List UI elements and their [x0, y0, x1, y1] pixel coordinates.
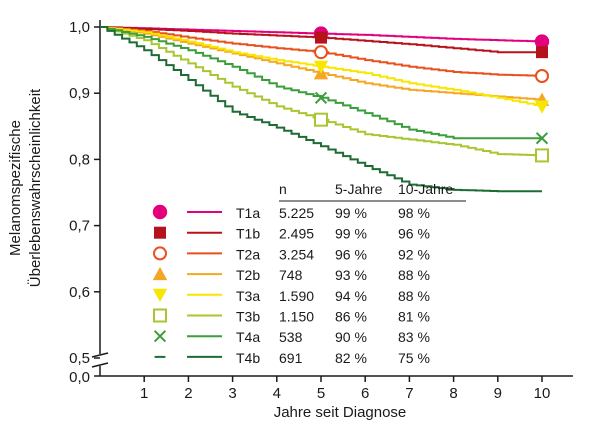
data-point-t3b-5y [314, 112, 328, 127]
y-tick-label: 0,8 [69, 151, 90, 168]
legend-5y-t3b: 86 % [335, 309, 367, 325]
x-tick-label: 5 [317, 385, 325, 402]
y-axis-title-line1: Melanomspezifische [7, 120, 24, 256]
legend-label-t3a: T3a [236, 288, 260, 304]
x-tick-label: 9 [494, 385, 502, 402]
legend-5y-t2b: 93 % [335, 267, 367, 283]
legend-n-t2b: 748 [279, 267, 303, 283]
data-point-t3b-10y [535, 148, 549, 163]
legend-5y-t3a: 94 % [335, 288, 367, 304]
data-point-t1a-10y [534, 34, 550, 49]
legend-10y-t2a: 92 % [398, 246, 430, 262]
y-tick-label: 0,6 [69, 284, 90, 301]
series-line-t4b [100, 26, 542, 193]
x-tick-label: 1 [140, 385, 148, 402]
x-axis-title: Jahre seit Diagnose [274, 404, 407, 421]
legend-marker-t2b [152, 266, 168, 281]
legend-n-t4a: 538 [279, 329, 303, 345]
series-line-t1b [100, 26, 542, 54]
legend-10y-t1a: 98 % [398, 205, 430, 221]
axes [91, 20, 573, 377]
legend-n-t1a: 5.225 [279, 205, 314, 221]
legend-marker-t1a [152, 204, 168, 220]
x-tick-label: 7 [405, 385, 413, 402]
axis-break-mark [91, 352, 109, 358]
legend-label-t2b: T2b [236, 267, 260, 283]
legend-marker-t3b [153, 308, 167, 323]
legend-label-t3b: T3b [236, 309, 260, 325]
data-point-t3a-5y [313, 60, 329, 74]
legend-label-t2a: T2a [236, 246, 260, 262]
legend: n 5-Jahre 10-Jahre T1a 5.225 99 % 98 % T1b 2.495… [152, 181, 466, 366]
legend-5y-t1a: 99 % [335, 205, 367, 221]
legend-n-t4b: 691 [279, 350, 303, 366]
x-tick-label: 6 [361, 385, 369, 402]
y-tick-label: 0,0 [69, 369, 90, 386]
legend-5y-t2a: 96 % [335, 246, 367, 262]
legend-marker-t1b [154, 226, 166, 239]
legend-5y-t1b: 99 % [335, 226, 367, 242]
legend-label-t1b: T1b [236, 226, 260, 242]
legend-label-t4b: T4b [236, 350, 260, 366]
legend-10y-t1b: 96 % [398, 226, 430, 242]
ticks: 0,5 0,6 0,7 0,8 0,9 1,0 0,0 1 2 3 4 5 6 7 8 9 10 [69, 19, 550, 402]
legend-10y-t2b: 88 % [398, 267, 430, 283]
x-tick-label: 4 [273, 385, 281, 402]
legend-marker-t4a [153, 330, 167, 343]
axis-break-mark [91, 362, 109, 368]
y-tick-label: 0,5 [69, 350, 90, 367]
legend-n-t3a: 1.590 [279, 288, 314, 304]
legend-header-10y: 10-Jahre [398, 181, 453, 197]
legend-n-t1b: 2.495 [279, 226, 314, 242]
x-tick-label: 10 [534, 385, 551, 402]
y-tick-label: 0,9 [69, 85, 90, 102]
legend-header-n: n [279, 181, 287, 197]
legend-n-t3b: 1.150 [279, 309, 314, 325]
legend-marker-t4a-stroke [153, 330, 167, 343]
legend-5y-t4b: 82 % [335, 350, 367, 366]
y-tick-label: 1,0 [69, 19, 90, 36]
legend-5y-t4a: 90 % [335, 329, 367, 345]
legend-10y-t3a: 88 % [398, 288, 430, 304]
series-lines [100, 26, 550, 193]
legend-marker-t2a [153, 246, 167, 261]
data-point-t1b-5y [315, 31, 327, 44]
data-point-t4a-10y [535, 132, 549, 145]
data-point-t3a-10y [534, 100, 550, 114]
x-tick-label: 3 [228, 385, 236, 402]
data-point-t4a-10y-stroke [535, 132, 549, 145]
y-axis-title-line2: Überlebenswahrscheinlichkeit [26, 88, 44, 287]
data-point-t2a-10y [535, 68, 549, 83]
data-point-t4a-5y [314, 91, 328, 104]
legend-label-t4a: T4a [236, 329, 260, 345]
series-line-t4a [100, 26, 542, 140]
legend-n-t2a: 3.254 [279, 246, 314, 262]
legend-header-5y: 5-Jahre [335, 181, 383, 197]
legend-marker-t3a [152, 288, 168, 302]
y-tick-label: 0,7 [69, 218, 90, 235]
data-point-t1b-10y [536, 46, 548, 59]
legend-10y-t4b: 75 % [398, 350, 430, 366]
data-point-t2a-5y [314, 45, 328, 60]
legend-label-t1a: T1a [236, 205, 260, 221]
x-tick-label: 2 [184, 385, 192, 402]
data-point-t4a-5y-stroke [314, 91, 328, 104]
legend-10y-t4a: 83 % [398, 329, 430, 345]
x-tick-label: 8 [449, 385, 457, 402]
legend-10y-t3b: 81 % [398, 309, 430, 325]
